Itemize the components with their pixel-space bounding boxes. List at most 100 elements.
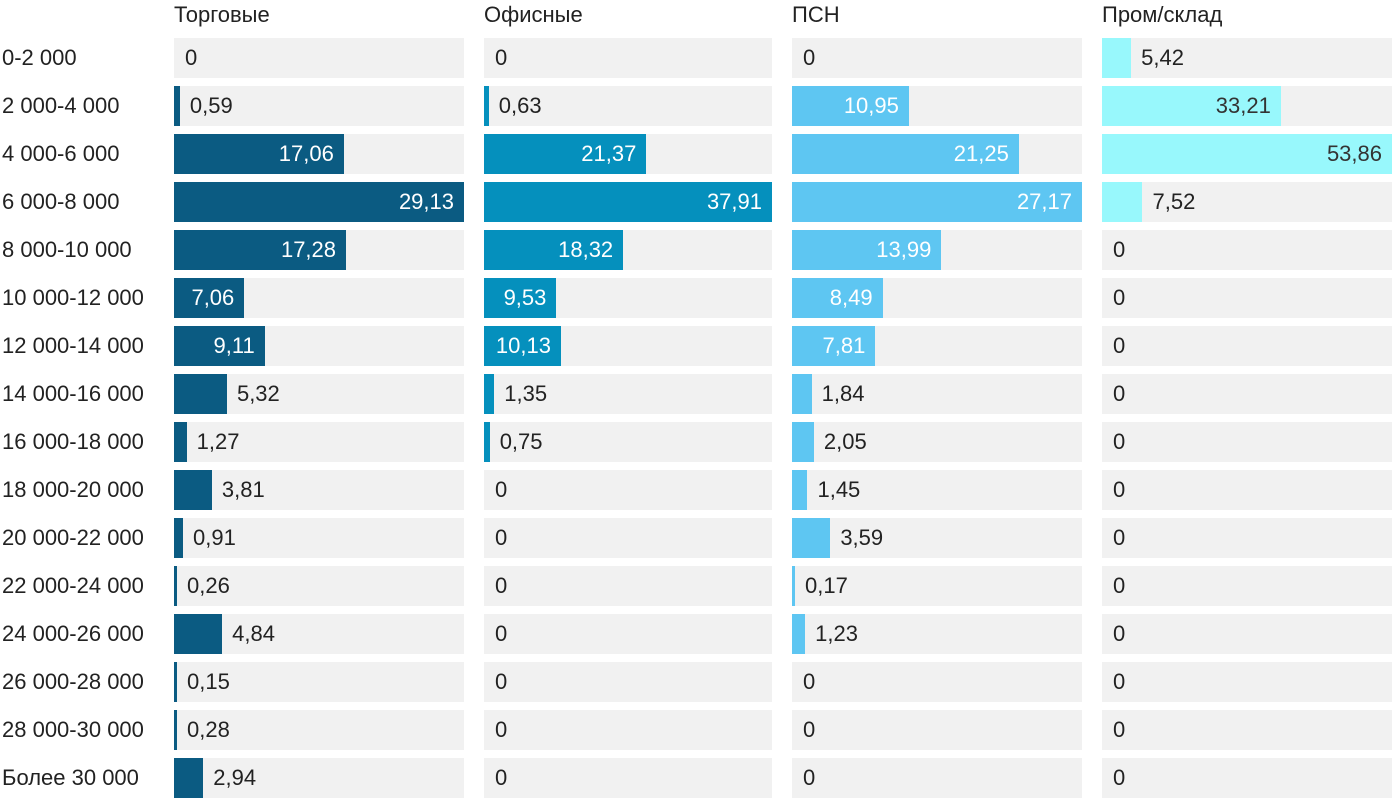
bar-track: 5,32 <box>174 374 464 414</box>
data-label: 13,99 <box>876 237 932 262</box>
data-label: 0 <box>803 765 816 790</box>
category-label: 20 000-22 000 <box>2 525 144 550</box>
data-label: 0 <box>495 717 508 742</box>
bar-track: 0 <box>484 518 772 558</box>
bar-track: 3,81 <box>174 470 464 510</box>
bar-track: 0 <box>484 470 772 510</box>
data-label: 0 <box>495 765 508 790</box>
category-label: 16 000-18 000 <box>2 429 144 454</box>
data-label: 21,25 <box>953 141 1009 166</box>
category-label: 2 000-4 000 <box>2 93 120 118</box>
bar-track: 18,32 <box>484 230 772 270</box>
bar-track: 5,42 <box>1102 38 1392 78</box>
bar <box>174 182 464 222</box>
data-label: 37,91 <box>706 189 762 214</box>
category-label: 4 000-6 000 <box>2 141 120 166</box>
data-label: 4,84 <box>232 621 275 646</box>
data-label: 18,32 <box>558 237 614 262</box>
column-header-3: ПСН <box>792 2 840 27</box>
category-label: 10 000-12 000 <box>2 285 144 310</box>
bar <box>484 86 489 126</box>
bar <box>484 278 557 318</box>
bar-track: 0 <box>484 614 772 654</box>
bar-track: 0 <box>792 38 1082 78</box>
category-label: 26 000-28 000 <box>2 669 144 694</box>
bar-track: 0,26 <box>174 566 464 606</box>
data-label: 2,94 <box>213 765 257 790</box>
bar <box>1102 38 1132 78</box>
bar-track: 9,11 <box>174 326 464 366</box>
bar <box>792 182 1082 222</box>
data-label: 0 <box>1113 525 1126 550</box>
column-header-1: Торговые <box>174 2 270 27</box>
bar <box>792 614 806 654</box>
data-label: 17,06 <box>278 141 334 166</box>
data-label: 2,05 <box>823 429 867 454</box>
bar-track: 0,59 <box>174 86 464 126</box>
data-label: 29,13 <box>398 189 454 214</box>
bar <box>174 86 180 126</box>
data-label: 5,42 <box>1141 45 1184 70</box>
data-label: 1,23 <box>815 621 858 646</box>
bar <box>174 230 347 270</box>
bar-track: 0 <box>1102 566 1392 606</box>
category-label: 14 000-16 000 <box>2 381 144 406</box>
bar <box>484 230 624 270</box>
data-label: 33,21 <box>1215 93 1271 118</box>
bar-track: 0,91 <box>174 518 464 558</box>
bar-track: 7,52 <box>1102 182 1392 222</box>
data-label: 7,52 <box>1152 189 1196 214</box>
bar <box>792 326 876 366</box>
data-label: 10,95 <box>843 93 899 118</box>
bar <box>174 422 187 462</box>
bar-track: 3,59 <box>792 518 1082 558</box>
category-label: 0-2 000 <box>2 45 77 70</box>
column-header-4: Пром/склад <box>1102 2 1223 27</box>
data-label: 1,35 <box>504 381 548 406</box>
bar-track: 0 <box>1102 422 1392 462</box>
data-label: 0 <box>495 477 508 502</box>
bar-track: 0 <box>1102 614 1392 654</box>
bar-track: 33,21 <box>1102 86 1392 126</box>
bar <box>1102 86 1281 126</box>
bar-track: 4,84 <box>174 614 464 654</box>
bar <box>1102 182 1143 222</box>
bar-track: 0,75 <box>484 422 772 462</box>
bar <box>484 326 561 366</box>
bar-track: 0 <box>1102 374 1392 414</box>
data-label: 0,26 <box>187 573 230 598</box>
bar-track: 0 <box>1102 230 1392 270</box>
bar-track: 0 <box>484 566 772 606</box>
data-label: 0 <box>1113 333 1126 358</box>
category-label: 8 000-10 000 <box>2 237 132 262</box>
bar <box>792 422 814 462</box>
data-label: 1,84 <box>821 381 865 406</box>
bar <box>174 470 212 510</box>
bar-track: 0,15 <box>174 662 464 702</box>
data-label: 0 <box>495 45 508 70</box>
data-label: 7,81 <box>822 333 866 358</box>
data-label: 0 <box>1113 477 1126 502</box>
data-label: 27,17 <box>1016 189 1072 214</box>
bar <box>174 566 177 606</box>
data-label: 0 <box>185 45 198 70</box>
bar-track: 9,53 <box>484 278 772 318</box>
bar-track: 0,63 <box>484 86 772 126</box>
bar-track: 1,27 <box>174 422 464 462</box>
data-label: 1,27 <box>196 429 240 454</box>
data-label: 0 <box>1113 381 1126 406</box>
data-label: 17,28 <box>280 237 337 262</box>
data-label: 5,32 <box>236 381 280 406</box>
data-label: 7,06 <box>191 285 235 310</box>
bar <box>174 374 227 414</box>
data-label: 0 <box>803 669 816 694</box>
category-label: 24 000-26 000 <box>2 621 144 646</box>
bar <box>174 326 265 366</box>
data-label: 0,17 <box>805 573 848 598</box>
bar-track: 0 <box>792 710 1082 750</box>
bar-track: 21,25 <box>792 134 1082 174</box>
data-label: 0 <box>495 669 508 694</box>
bar-track: 0 <box>484 38 772 78</box>
data-label: 0 <box>803 45 816 70</box>
